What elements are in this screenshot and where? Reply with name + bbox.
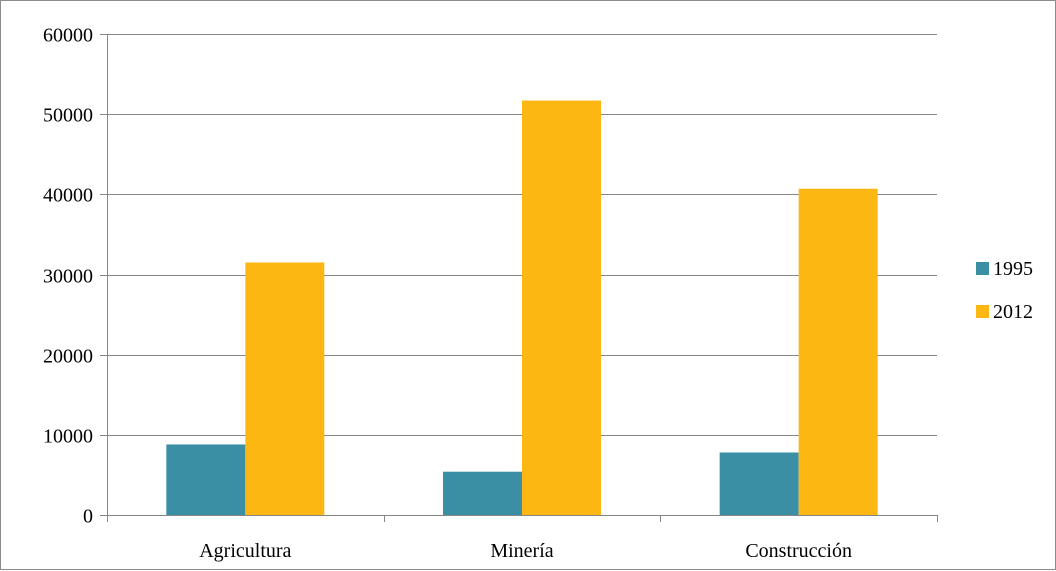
bar-1995-minería xyxy=(443,471,522,515)
bar-1995-construcción xyxy=(719,452,799,515)
bar-2012-minería xyxy=(522,100,601,515)
bars xyxy=(166,100,878,515)
bar-1995-agricultura xyxy=(166,444,246,515)
bar-2012-construcción xyxy=(798,188,878,515)
legend-swatch-2012 xyxy=(976,305,989,318)
y-tick-label: 10000 xyxy=(43,426,93,448)
y-tick-label: 50000 xyxy=(43,105,93,127)
y-tick-label: 60000 xyxy=(43,25,93,47)
x-category-label: Construcción xyxy=(745,540,852,562)
axis-labels: 0 10000 20000 30000 40000 50000 60000 Agricultu… xyxy=(43,25,852,563)
x-category-label: Agricultura xyxy=(199,540,291,562)
legend: 1995 2012 xyxy=(976,258,1033,323)
x-category-label: Minería xyxy=(490,540,553,562)
axes xyxy=(100,34,938,522)
y-tick-label: 40000 xyxy=(43,185,93,207)
y-tick-label: 30000 xyxy=(43,266,93,288)
legend-label: 2012 xyxy=(993,301,1033,323)
legend-label: 1995 xyxy=(993,258,1033,280)
bar-2012-agricultura xyxy=(245,262,325,515)
y-tick-label: 20000 xyxy=(43,346,93,368)
legend-swatch-1995 xyxy=(976,262,989,275)
y-tick-label: 0 xyxy=(83,506,93,528)
